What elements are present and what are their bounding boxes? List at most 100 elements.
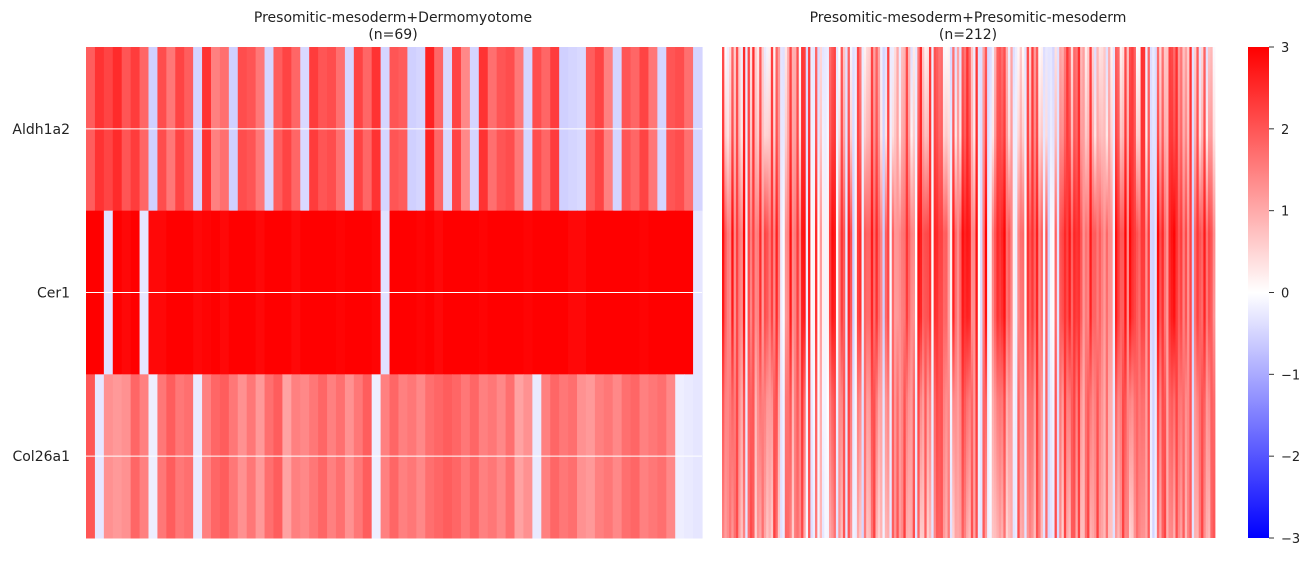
heatmap-column [863,47,867,538]
heatmap-column [1094,47,1097,538]
heatmap-column [749,47,753,538]
heatmap-column [726,47,730,538]
heatmap-column [815,47,818,538]
heatmap-panel-right [722,47,1216,538]
heatmap-column [1101,47,1104,538]
heatmap-column [1049,47,1053,538]
heatmap-column [1038,47,1041,538]
heatmap-column [1112,47,1116,538]
heatmap-column [956,47,960,538]
heatmap-column [754,47,758,538]
heatmap-column [796,47,800,538]
heatmap-column [738,47,742,538]
heatmap-column [1182,47,1186,538]
heatmap-column [919,47,923,538]
heatmap-column [1035,47,1039,538]
heatmap-column [805,47,809,538]
heatmap-column [728,47,732,538]
heatmap-column [1017,47,1021,538]
heatmap-column [759,47,762,538]
heatmap-column [896,47,900,538]
heatmap-column [1005,47,1009,538]
heatmap-column [1166,47,1169,538]
panel-subtitle-left: (n=69) [368,27,417,43]
heatmap-column [1212,47,1216,538]
heatmap-column [773,47,776,538]
heatmap-column [817,47,821,538]
heatmap-column [768,47,772,538]
heatmap-column [766,47,769,538]
heatmap-column [735,47,739,538]
heatmap-column [763,47,767,538]
heatmap-column [1154,47,1158,538]
heatmap-column [1117,47,1121,538]
heatmap-column [784,47,788,538]
heatmap-column [987,47,990,538]
heatmap-column [842,47,846,538]
heatmap-column [1096,47,1100,538]
heatmap-column [970,47,974,538]
heatmap-column [1161,47,1165,538]
heatmap-column [1131,47,1135,538]
heatmap-column [1175,47,1179,538]
heatmap-column [1082,47,1086,538]
heatmap-column [942,47,946,538]
heatmap-column [912,47,916,538]
heatmap-column [989,47,993,538]
heatmap-column [731,47,735,538]
heatmap-column [1012,47,1016,538]
heatmap-column [891,47,895,538]
heatmap-column [887,47,890,538]
heatmap-column [938,47,941,538]
heatmap-column [868,47,872,538]
heatmap-column [882,47,886,538]
heatmap-column [1040,47,1044,538]
heatmap-column [845,47,848,538]
heatmap-column [975,47,979,538]
heatmap-panel-left [86,47,703,539]
heatmap-column [1052,47,1055,538]
heatmap-column [840,47,844,538]
heatmap-column [849,47,853,538]
colorbar: 3 2 1 0 −1 −2 −3 [1248,41,1300,547]
heatmap-column [756,47,760,538]
heatmap-column [933,47,937,538]
heatmap-column [1103,47,1107,538]
heatmap-column [1054,47,1058,538]
heatmap-column [775,47,779,538]
heatmap-column [1208,47,1211,538]
heatmap-column [1184,47,1188,538]
heatmap-column [740,47,744,538]
heatmap-column [1089,47,1093,538]
heatmap-column [761,47,765,538]
heatmap-column [1170,47,1174,538]
heatmap-column [984,47,988,538]
colorbar-tick-label: 1 [1281,205,1289,220]
heatmap-column [1066,47,1069,538]
heatmap-column [1149,47,1153,538]
heatmap-column [875,47,879,538]
heatmap-column [1056,47,1060,538]
heatmap-column [733,47,737,538]
heatmap-column [1191,47,1195,538]
heatmap-column [722,47,725,538]
heatmap-column [873,47,876,538]
heatmap-column [1077,47,1081,538]
heatmap-column [889,47,893,538]
heatmap-column [1047,47,1051,538]
heatmap-column [996,47,1000,538]
heatmap-column [824,47,828,538]
heatmap-column [894,47,897,538]
heatmap-column [1135,47,1139,538]
heatmap-column [745,47,748,538]
heatmap-column [940,47,944,538]
heatmap-column [998,47,1002,538]
colorbar-tick-label: −2 [1281,450,1300,465]
heatmap-column [752,47,755,538]
heatmap-column [838,47,841,538]
row-labels: Aldh1a2 Cer1 Col26a1 [12,122,70,465]
panel-title-left: Presomitic-mesoderm+Dermomyotome [254,10,532,26]
heatmap-column [910,47,914,538]
heatmap-column [952,47,955,538]
